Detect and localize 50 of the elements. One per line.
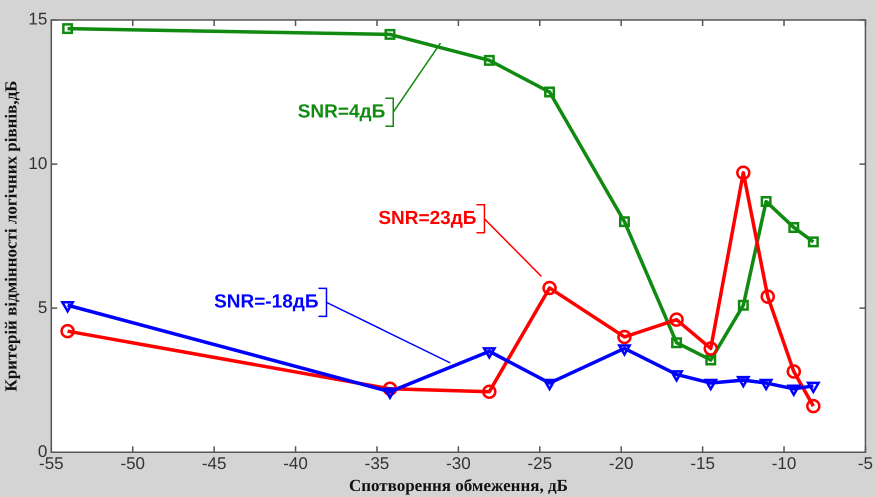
point [671,337,682,348]
point [736,376,750,388]
x-tick-label: -5 [858,454,874,474]
point [788,222,800,233]
point [542,280,557,296]
point [61,301,74,312]
legend-label: SNR=4дБ [298,101,386,122]
legend-label: SNR=-18дБ [214,292,318,313]
point [760,378,773,390]
point [787,384,800,396]
point [543,378,556,390]
legend-label: SNR=23дБ [378,208,476,230]
y-tick-label: 10 [28,154,48,173]
x-axis-title: Спотворення обмеження, дБ [348,476,568,496]
x-tick-label: -40 [283,454,308,474]
point [60,324,75,338]
point [384,28,396,40]
point [704,341,718,356]
x-tick-label: -45 [202,454,226,474]
point [544,86,556,98]
point [618,344,631,356]
point [786,364,802,379]
x-tick-label: -30 [446,454,471,474]
point [618,216,630,228]
y-axis-title: Критерій відмінності логічних рівнів,дБ [2,80,21,392]
point [738,300,749,311]
x-tick-label: -20 [608,454,634,474]
point [482,384,497,399]
point [704,378,718,390]
point [617,330,632,344]
point [62,23,74,34]
point [669,312,684,327]
y-tick-label: 5 [38,298,48,317]
point [808,236,819,248]
point [806,398,821,414]
point [670,370,684,382]
point [760,196,772,208]
point [705,354,716,366]
x-tick-label: -15 [690,454,715,474]
point [806,382,820,394]
x-tick-label: -25 [528,454,552,474]
x-tick-label: -50 [120,454,146,474]
point [760,289,775,304]
point [482,347,496,359]
x-tick-label: -10 [772,454,796,474]
point [384,387,396,399]
point [484,54,495,66]
y-tick-label: 15 [28,10,48,29]
x-tick-label: -35 [364,454,390,474]
point [736,165,751,180]
